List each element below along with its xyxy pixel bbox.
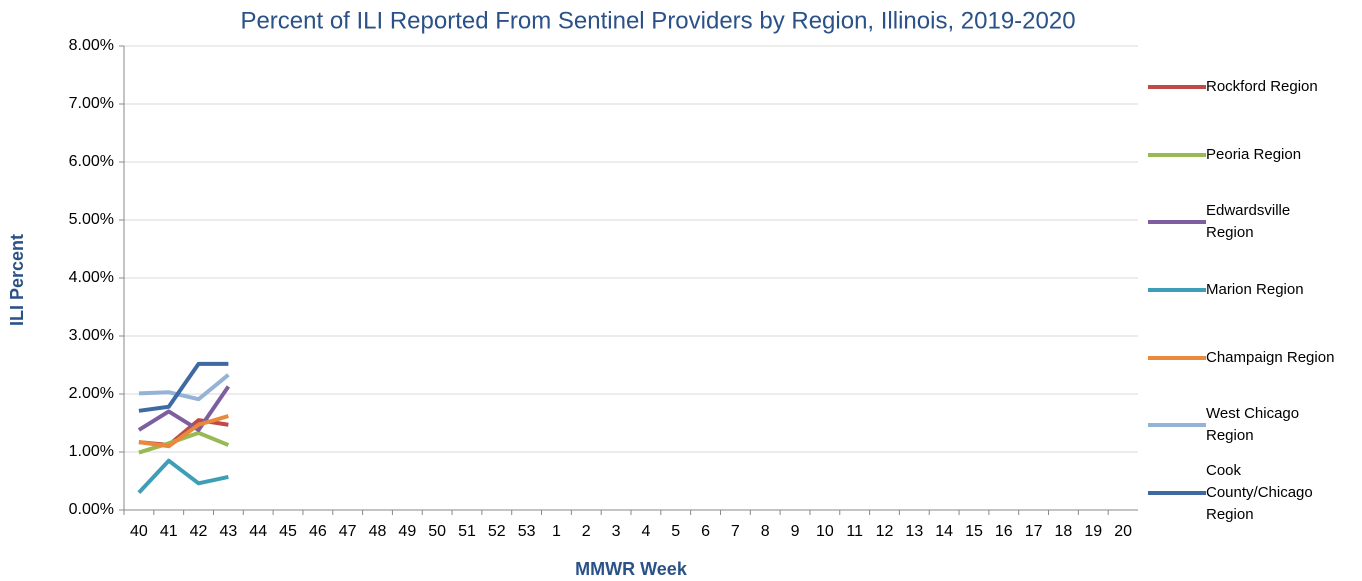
x-tick-label: 18	[1055, 523, 1073, 540]
legend-item: Edwardsville Region	[1148, 190, 1348, 254]
x-tick-label: 8	[761, 523, 770, 540]
legend-swatch	[1148, 152, 1206, 157]
x-tick-label: 5	[671, 523, 680, 540]
series-line	[138, 430, 230, 455]
legend-item: Champaign Region	[1148, 326, 1348, 390]
legend-swatch	[1148, 490, 1206, 495]
y-tick-label: 5.00%	[69, 211, 114, 228]
y-tick-label: 7.00%	[69, 95, 114, 112]
x-tick-label: 11	[846, 523, 863, 540]
x-tick-label: 15	[965, 523, 983, 540]
x-tick-label: 4	[641, 523, 650, 540]
x-tick-label: 2	[582, 523, 591, 540]
legend-swatch	[1148, 287, 1206, 292]
legend-label: Cook County/Chicago Region	[1206, 461, 1313, 523]
y-tick-label: 4.00%	[69, 269, 114, 286]
series-line	[137, 385, 231, 432]
series-line	[138, 373, 230, 402]
x-tick-label: 48	[369, 523, 387, 540]
x-tick-label: 14	[935, 523, 953, 540]
legend-swatch	[1148, 355, 1206, 360]
y-tick-label: 6.00%	[69, 153, 114, 170]
x-tick-label: 50	[428, 523, 446, 540]
x-tick-label: 9	[791, 523, 800, 540]
x-tick-label: 52	[488, 523, 506, 540]
legend-label: West Chicago Region	[1206, 405, 1300, 445]
x-tick-label: 43	[219, 523, 237, 540]
series-line	[138, 361, 229, 413]
x-axis-title: MMWR Week	[575, 559, 688, 579]
legend-swatch	[1148, 423, 1206, 428]
legend-item: Peoria Region	[1148, 123, 1348, 187]
x-tick-label: 40	[130, 523, 148, 540]
x-tick-label: 47	[339, 523, 357, 540]
x-tick-label: 46	[309, 523, 327, 540]
x-tick-label: 49	[398, 523, 416, 540]
y-axis-title: ILI Percent	[7, 234, 27, 326]
x-tick-label: 13	[905, 523, 923, 540]
series-line	[138, 414, 229, 449]
legend-item: Cook County/Chicago Region	[1148, 461, 1348, 525]
x-tick-label: 53	[518, 523, 536, 540]
x-tick-label: 3	[612, 523, 621, 540]
x-tick-label: 16	[995, 523, 1013, 540]
series-line	[137, 458, 229, 494]
y-tick-label: 0.00%	[69, 501, 114, 518]
legend: Rockford Region Peoria Region Edwardsville…	[1148, 55, 1348, 525]
legend-item: West Chicago Region	[1148, 393, 1348, 457]
legend-label: Marion Region	[1206, 280, 1304, 298]
legend-swatch	[1148, 220, 1206, 225]
x-tick-label: 45	[279, 523, 297, 540]
y-tick-label: 1.00%	[69, 443, 114, 460]
x-tick-label: 12	[876, 523, 894, 540]
x-tick-label: 1	[552, 523, 561, 540]
y-tick-label: 3.00%	[69, 327, 114, 344]
legend-swatch	[1148, 85, 1206, 89]
x-tick-label: 19	[1084, 523, 1102, 540]
x-tick-label: 7	[731, 523, 740, 540]
chart-title: Percent of ILI Reported From Sentinel Pr…	[240, 7, 1075, 34]
x-tick-label: 44	[249, 523, 267, 540]
y-tick-label: 2.00%	[69, 385, 114, 402]
x-tick-label: 42	[190, 523, 208, 540]
legend-label: Edwardsville Region	[1206, 202, 1291, 242]
legend-label: Champaign Region	[1206, 348, 1335, 366]
legend-item: Rockford Region	[1148, 55, 1348, 119]
x-tick-label: 20	[1114, 523, 1132, 540]
x-tick-label: 10	[816, 523, 834, 540]
x-tick-label: 41	[160, 523, 178, 540]
x-tick-label: 17	[1025, 523, 1043, 540]
legend-label: Peoria Region	[1206, 145, 1302, 163]
legend-item: Marion Region	[1148, 258, 1348, 322]
legend-label: Rockford Region	[1206, 78, 1318, 95]
x-tick-label: 6	[701, 523, 710, 540]
x-tick-label: 51	[458, 523, 476, 540]
y-tick-label: 8.00%	[69, 37, 114, 54]
